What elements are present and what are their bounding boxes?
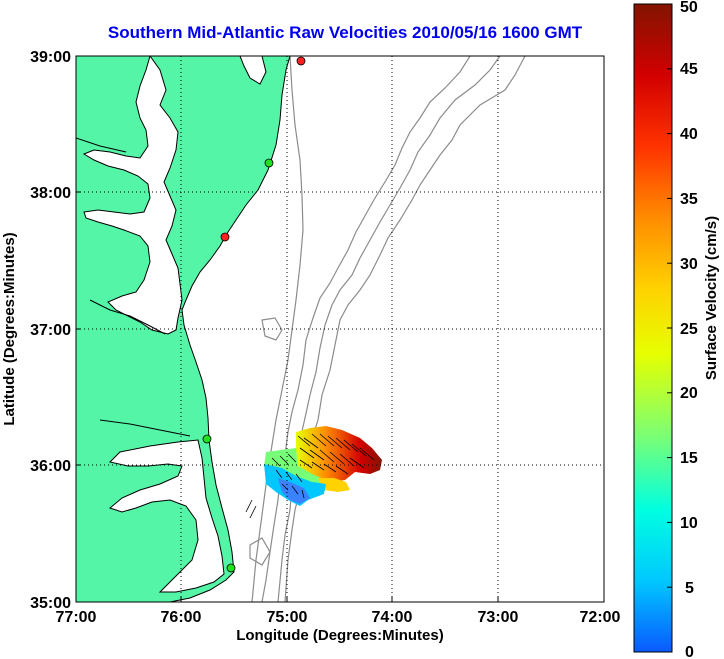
colorbar-gradient xyxy=(633,3,673,653)
x-tick-label: 73:00 xyxy=(478,609,519,626)
colorbar-tick-label: 50 xyxy=(680,0,698,16)
map-title: Southern Mid-Atlantic Raw Velocities 201… xyxy=(108,23,583,42)
colorbar-tick-label: 0 xyxy=(685,644,694,659)
river-potomac xyxy=(76,137,127,153)
river-albemarle xyxy=(99,419,191,437)
pamlico-sound xyxy=(108,439,225,593)
bathymetry-contour-loop xyxy=(261,317,283,341)
velocity-field-yellow xyxy=(318,478,350,492)
x-axis-label: Longitude (Degrees:Minutes) xyxy=(236,627,444,644)
x-axis: 77:00 76:00 75:00 74:00 73:00 72:00 Long… xyxy=(56,597,621,644)
colorbar-tick-label: 40 xyxy=(680,126,698,143)
y-tick-label: 36:00 xyxy=(30,458,71,475)
colorbar-tick-label: 15 xyxy=(680,450,698,467)
colorbar-tick-label: 25 xyxy=(680,321,698,338)
colorbar-tick-label: 10 xyxy=(680,515,698,532)
delaware-bay xyxy=(239,56,267,85)
y-axis: 39:00 38:00 37:00 36:00 35:00 Latitude (… xyxy=(1,49,81,612)
y-tick-label: 39:00 xyxy=(30,49,71,66)
bathymetry-contour-shelf xyxy=(251,56,304,602)
velocity-vectors xyxy=(245,433,375,519)
x-tick-label: 74:00 xyxy=(372,609,413,626)
velocity-field-hot xyxy=(296,426,382,482)
colorbar-tick-label: 35 xyxy=(680,191,698,208)
colorbar-tick-label: 45 xyxy=(680,61,698,78)
colorbar: 50 45 40 35 30 25 20 15 10 5 0 Surface V… xyxy=(633,0,720,659)
chesapeake-bay xyxy=(82,56,183,335)
colorbar-label: Surface Velocity (cm/s) xyxy=(703,216,720,380)
map-plot-area xyxy=(76,56,604,602)
y-axis-label: Latitude (Degrees:Minutes) xyxy=(1,232,18,425)
colorbar-tick-label: 30 xyxy=(680,256,698,273)
colorbar-tick-label: 5 xyxy=(685,580,694,597)
map-grid xyxy=(76,56,604,602)
radar-site-marker xyxy=(220,232,230,242)
colorbar-tick-label: 20 xyxy=(680,385,698,402)
colorbar-ticks xyxy=(667,3,672,653)
radar-site-marker xyxy=(296,56,306,66)
x-tick-label: 72:00 xyxy=(580,609,621,626)
radar-site-marker xyxy=(202,434,212,444)
radar-site-marker xyxy=(264,158,274,168)
bathymetry-contour-loop-2 xyxy=(249,537,271,566)
y-tick-label: 38:00 xyxy=(30,185,71,202)
y-tick-label: 35:00 xyxy=(30,595,71,612)
radar-site-marker xyxy=(226,563,236,573)
y-tick-label: 37:00 xyxy=(30,322,71,339)
x-tick-label: 75:00 xyxy=(267,609,308,626)
x-tick-label: 76:00 xyxy=(161,609,202,626)
river-james xyxy=(89,299,166,335)
velocity-field-blue xyxy=(278,478,310,504)
x-tick-label: 77:00 xyxy=(56,609,97,626)
radar-sites xyxy=(202,56,306,573)
